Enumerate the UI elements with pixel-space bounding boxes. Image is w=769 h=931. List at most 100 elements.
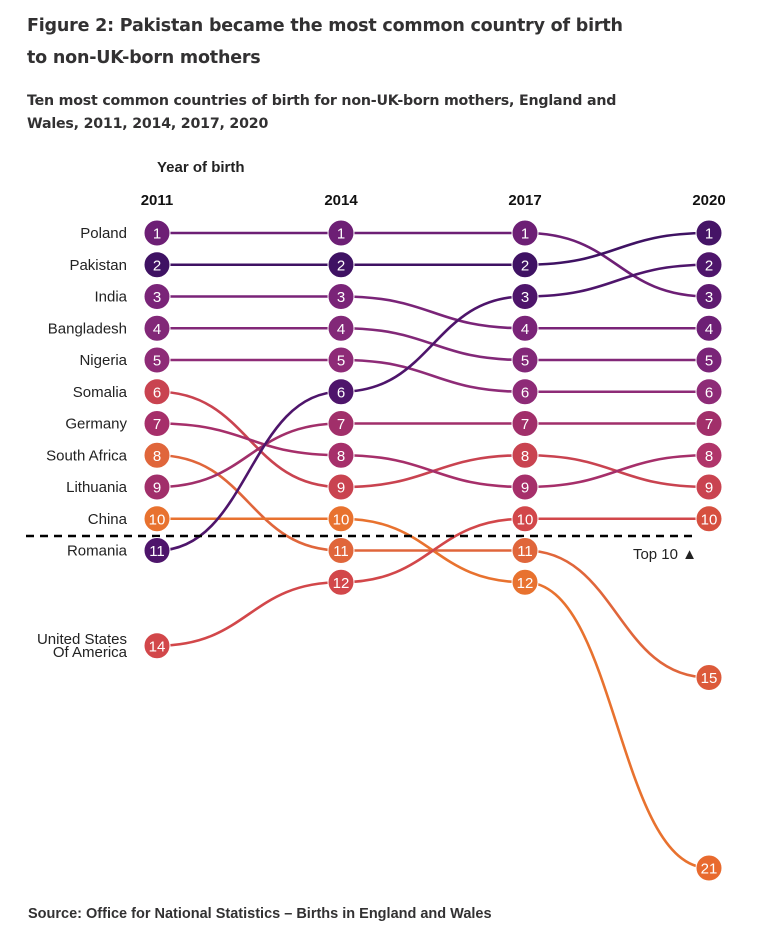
series-line-united-states-of-america	[156, 517, 709, 648]
rank-node-poland-2011[interactable]: 1	[143, 219, 171, 247]
rank-node-india-2020[interactable]: 4	[695, 314, 723, 342]
rank-node-germany-2017[interactable]: 9	[511, 473, 539, 501]
rank-value-label: 12	[517, 575, 534, 592]
rank-value-label: 11	[149, 543, 165, 560]
rank-value-label: 3	[153, 289, 161, 306]
rank-value-label: 3	[705, 289, 713, 306]
top10-note: Top 10 ▲	[633, 546, 697, 563]
rank-node-romania-2011[interactable]: 11	[143, 537, 171, 564]
rank-node-pakistan-2011[interactable]: 2	[143, 251, 171, 279]
rank-node-romania-2017[interactable]: 3	[511, 283, 539, 310]
rank-node-bangladesh-2014[interactable]: 4	[327, 314, 355, 342]
rank-node-india-2017[interactable]: 4	[511, 314, 539, 342]
rank-value-label: 12	[333, 575, 350, 592]
rank-node-china-2020[interactable]: 21	[695, 854, 723, 882]
rank-node-somalia-2011[interactable]: 6	[143, 378, 171, 406]
rank-node-lithuania-2020[interactable]: 7	[695, 410, 723, 437]
rank-value-label: 4	[521, 321, 529, 338]
rank-value-label: 5	[521, 353, 529, 370]
rank-circle	[327, 568, 355, 596]
rank-node-india-2011[interactable]: 3	[143, 283, 171, 310]
rank-circle	[143, 505, 171, 533]
country-label-germany: Germany	[65, 416, 127, 433]
rank-node-china-2014[interactable]: 10	[327, 505, 355, 533]
rank-node-united-states-of-america-2011[interactable]: 14	[143, 632, 171, 660]
rank-circle	[511, 283, 539, 310]
rank-value-label: 1	[521, 226, 529, 243]
rank-node-united-states-of-america-2020[interactable]: 10	[695, 505, 723, 533]
rank-value-label: 2	[521, 257, 529, 274]
rank-circle	[327, 346, 355, 374]
rank-node-china-2011[interactable]: 10	[143, 505, 171, 533]
series-line-lithuania	[156, 422, 709, 489]
rank-node-lithuania-2014[interactable]: 7	[327, 410, 355, 437]
rank-value-label: 21	[701, 861, 718, 878]
rank-value-label: 9	[153, 480, 161, 497]
rank-node-germany-2011[interactable]: 7	[143, 410, 171, 437]
rank-value-label: 5	[337, 353, 345, 370]
rank-node-somalia-2014[interactable]: 9	[327, 473, 355, 501]
rank-value-label: 7	[521, 416, 529, 433]
rank-node-south-africa-2014[interactable]: 11	[327, 537, 355, 564]
rank-node-romania-2020[interactable]: 2	[695, 251, 723, 279]
rank-node-south-africa-2011[interactable]: 8	[143, 441, 171, 469]
rank-node-nigeria-2020[interactable]: 6	[695, 378, 723, 406]
rank-circle	[143, 632, 171, 660]
rank-node-poland-2020[interactable]: 3	[695, 283, 723, 310]
rank-node-romania-2014[interactable]: 6	[327, 378, 355, 406]
rank-circle	[327, 251, 355, 279]
rank-node-south-africa-2017[interactable]: 11	[511, 537, 539, 564]
rank-circle	[695, 854, 723, 882]
rank-node-somalia-2017[interactable]: 8	[511, 441, 539, 469]
rank-node-poland-2017[interactable]: 1	[511, 219, 539, 247]
country-label-south-africa: South Africa	[46, 447, 128, 464]
rank-circle	[695, 378, 723, 406]
rank-node-nigeria-2014[interactable]: 5	[327, 346, 355, 374]
rank-node-germany-2014[interactable]: 8	[327, 441, 355, 469]
rank-node-pakistan-2020[interactable]: 1	[695, 219, 723, 247]
rank-node-united-states-of-america-2017[interactable]: 10	[511, 505, 539, 533]
rank-value-label: 5	[153, 353, 161, 370]
country-label-china: China	[88, 511, 128, 528]
country-label-india: India	[94, 289, 127, 306]
rank-circle	[695, 441, 723, 469]
rank-circle	[511, 441, 539, 469]
rank-node-india-2014[interactable]: 3	[327, 283, 355, 310]
rank-node-bangladesh-2017[interactable]: 5	[511, 346, 539, 374]
rank-node-nigeria-2017[interactable]: 6	[511, 378, 539, 406]
country-label-poland: Poland	[80, 225, 127, 242]
rank-circle	[511, 314, 539, 342]
rank-node-united-states-of-america-2014[interactable]: 12	[327, 568, 355, 596]
series-line-germany	[156, 422, 710, 489]
rank-node-pakistan-2017[interactable]: 2	[511, 251, 539, 279]
rank-node-pakistan-2014[interactable]: 2	[327, 251, 355, 279]
rank-value-label: 10	[333, 511, 350, 528]
rank-circle	[327, 441, 355, 469]
rank-circle	[511, 346, 539, 374]
rank-node-germany-2020[interactable]: 8	[695, 441, 723, 469]
series-line-south-africa	[156, 453, 710, 679]
rank-value-label: 5	[705, 353, 713, 370]
rank-value-label: 4	[153, 321, 161, 338]
rank-circle	[511, 568, 539, 596]
rank-node-china-2017[interactable]: 12	[511, 568, 539, 596]
rank-circle	[143, 537, 171, 564]
rank-circle	[327, 314, 355, 342]
rank-circle	[143, 441, 171, 469]
rank-circle	[143, 283, 171, 310]
rank-value-label: 14	[149, 638, 166, 655]
rank-value-label: 6	[521, 384, 529, 401]
rank-circle	[695, 410, 723, 437]
rank-value-label: 8	[337, 448, 345, 465]
rank-node-nigeria-2011[interactable]: 5	[143, 346, 171, 374]
rank-circle	[511, 378, 539, 406]
rank-node-bangladesh-2020[interactable]: 5	[695, 346, 723, 374]
rank-node-bangladesh-2011[interactable]: 4	[143, 314, 171, 342]
rank-circle	[143, 473, 171, 501]
rank-node-lithuania-2011[interactable]: 9	[143, 473, 171, 501]
rank-node-lithuania-2017[interactable]: 7	[511, 410, 539, 437]
rank-node-poland-2014[interactable]: 1	[327, 219, 355, 247]
rank-node-south-africa-2020[interactable]: 15	[695, 664, 723, 691]
rank-node-somalia-2020[interactable]: 9	[695, 473, 723, 501]
country-label-bangladesh: Bangladesh	[48, 320, 127, 337]
